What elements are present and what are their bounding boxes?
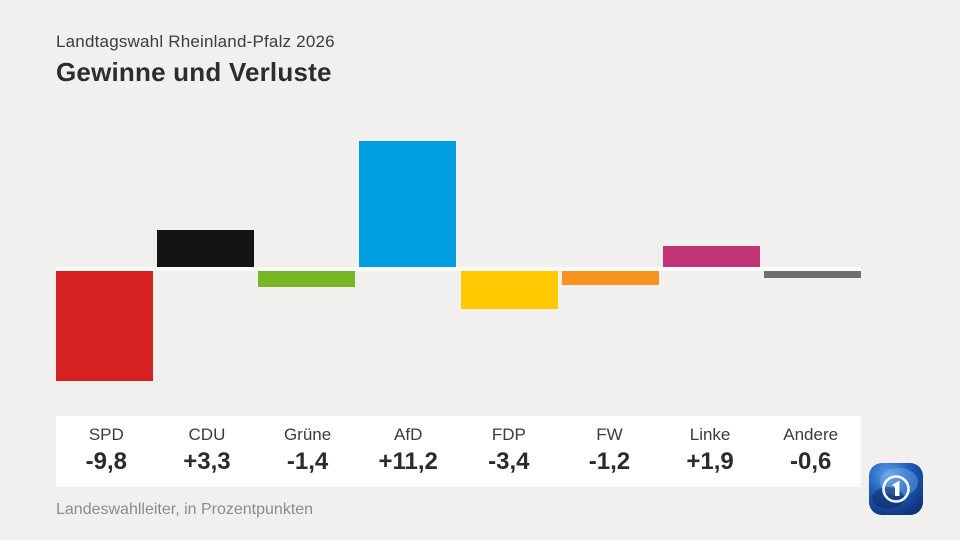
zero-baseline (56, 267, 861, 271)
party-value-cdu: +3,3 (183, 448, 231, 475)
bar-andere (764, 271, 861, 278)
party-name-afd: AfD (394, 425, 423, 444)
legend-cell-gr-ne: Grüne -1,4 (257, 416, 358, 487)
party-value-linke: +1,9 (686, 448, 734, 475)
legend-cell-linke: Linke +1,9 (660, 416, 761, 487)
bar-spd (56, 271, 153, 381)
party-value-gr-ne: -1,4 (286, 448, 329, 475)
party-value-fdp: -3,4 (488, 448, 530, 475)
header: Landtagswahl Rheinland-Pfalz 2026 Gewinn… (56, 30, 335, 88)
party-name-linke: Linke (689, 425, 731, 444)
legend-cell-afd: AfD +11,2 (358, 416, 459, 487)
legend-cell-fdp: FDP -3,4 (459, 416, 560, 487)
bar-linke (663, 246, 760, 267)
party-name-fw: FW (596, 425, 623, 444)
ard-das-erste-logo-icon (868, 462, 924, 516)
source-note: Landeswahlleiter, in Prozentpunkten (56, 501, 314, 518)
label-band: SPD -9,8 CDU +3,3 Grüne -1,4 AfD +11,2 FDP -3,4 FW… (56, 416, 861, 487)
chart-subtitle: Landtagswahl Rheinland-Pfalz 2026 (56, 32, 335, 51)
chart-title: Gewinne und Verluste (56, 57, 332, 87)
legend-cell-spd: SPD -9,8 (56, 416, 157, 487)
bar-afd (359, 141, 456, 267)
legend-cell-cdu: CDU +3,3 (157, 416, 258, 487)
legend-cell-andere: Andere -0,6 (760, 416, 861, 487)
party-value-fw: -1,2 (588, 448, 631, 475)
party-value-afd: +11,2 (378, 448, 438, 475)
party-name-cdu: CDU (188, 425, 226, 444)
bar-gr-ne (258, 271, 355, 287)
party-name-gr-ne: Grüne (283, 425, 332, 444)
bar-fw (562, 271, 659, 285)
bar-fdp (461, 271, 558, 309)
party-name-spd: SPD (88, 425, 124, 444)
legend-cell-fw: FW -1,2 (559, 416, 660, 487)
party-name-fdp: FDP (491, 425, 526, 444)
party-value-andere: -0,6 (790, 448, 832, 475)
bar-cdu (157, 230, 254, 267)
party-name-andere: Andere (783, 425, 839, 444)
party-value-spd: -9,8 (85, 448, 127, 475)
